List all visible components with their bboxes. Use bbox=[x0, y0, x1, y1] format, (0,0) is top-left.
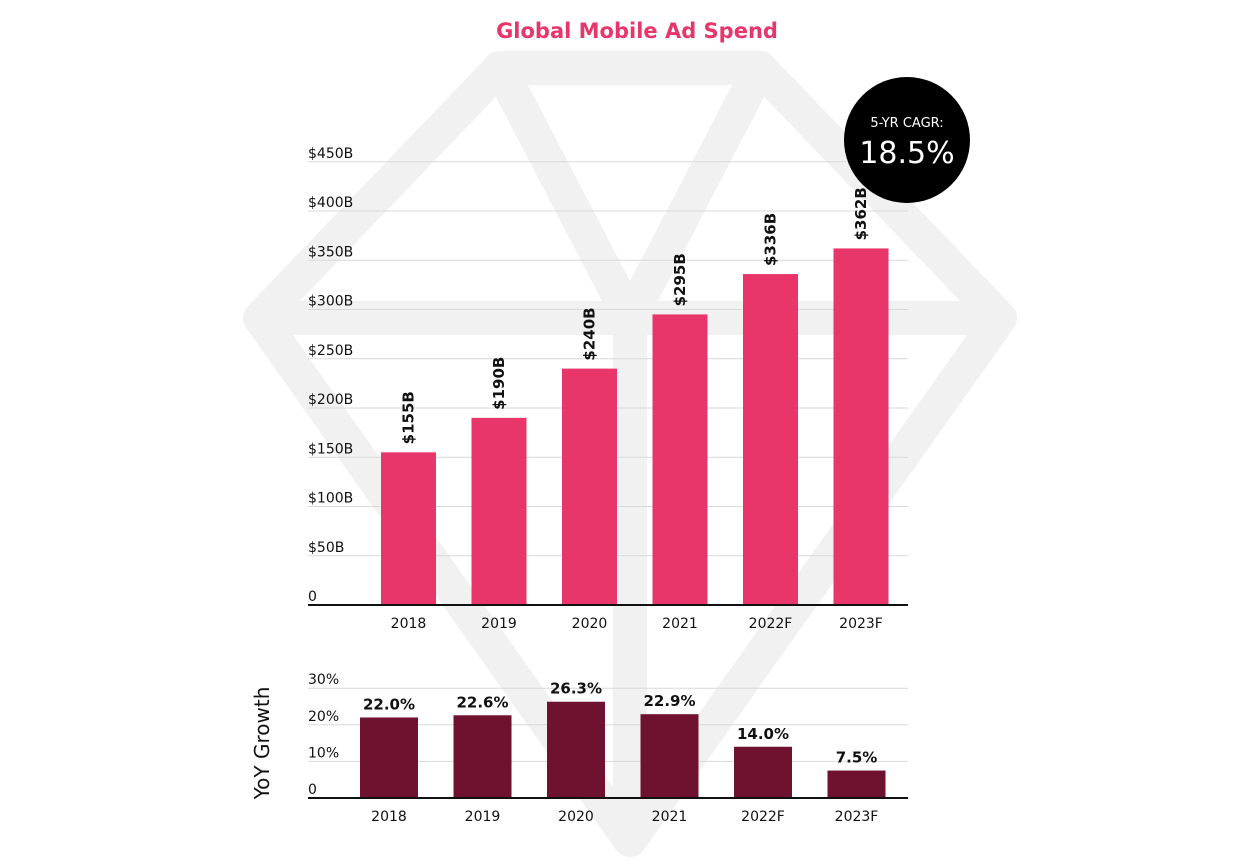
x-tick-label: 2020 bbox=[558, 809, 594, 825]
y-tick-label: 30% bbox=[308, 672, 339, 688]
data-label: 26.3% bbox=[550, 680, 602, 698]
data-label: 7.5% bbox=[836, 749, 878, 767]
bar bbox=[640, 714, 699, 798]
main-bar-chart: 0 $50B $100B $150B $200B $250B $300B $350B $400B… bbox=[308, 146, 908, 632]
y-tick-label: $50B bbox=[308, 540, 344, 556]
y-tick-label: $150B bbox=[308, 441, 353, 457]
chart-title: Global Mobile Ad Spend bbox=[496, 19, 778, 43]
data-label: 22.0% bbox=[363, 695, 415, 713]
bar bbox=[471, 417, 527, 605]
x-tick-label: 2019 bbox=[465, 809, 501, 825]
data-label: $240B bbox=[581, 307, 599, 360]
x-tick-label: 2020 bbox=[572, 616, 608, 632]
y-tick-label: $300B bbox=[308, 294, 353, 310]
data-label: 22.6% bbox=[456, 693, 508, 711]
bar bbox=[453, 715, 512, 798]
x-tick-label: 2019 bbox=[481, 616, 517, 632]
x-tick-label: 2018 bbox=[391, 616, 427, 632]
y-tick-label: $250B bbox=[308, 343, 353, 359]
data-label: $155B bbox=[400, 391, 418, 444]
bar bbox=[360, 717, 418, 798]
y-tick-label: $200B bbox=[308, 392, 353, 408]
x-tick-label: 2018 bbox=[371, 809, 407, 825]
watermark-outer-shape bbox=[243, 51, 1017, 857]
cagr-label: 5-YR CAGR: bbox=[870, 116, 943, 131]
y-tick-label: $100B bbox=[308, 491, 353, 507]
x-tick-label: 2023F bbox=[835, 809, 879, 825]
x-tick-label: 2022F bbox=[749, 616, 793, 632]
y-tick-label: 10% bbox=[308, 745, 339, 761]
bar bbox=[562, 368, 617, 605]
data-label: 14.0% bbox=[737, 725, 789, 743]
bar bbox=[547, 701, 605, 798]
x-tick-label: 2023F bbox=[839, 616, 883, 632]
cagr-badge-circle bbox=[844, 77, 970, 203]
y-tick-label: $350B bbox=[308, 244, 353, 260]
data-label: $190B bbox=[490, 357, 508, 410]
growth-y-axis-label: YoY Growth bbox=[250, 687, 274, 801]
y-tick-label: 20% bbox=[308, 709, 339, 725]
x-tick-label: 2021 bbox=[662, 616, 698, 632]
y-tick-label: $400B bbox=[308, 195, 353, 211]
bar bbox=[734, 746, 792, 798]
bar bbox=[381, 452, 436, 605]
bar bbox=[743, 274, 798, 605]
cagr-value: 18.5% bbox=[859, 136, 954, 171]
x-tick-label: 2022F bbox=[741, 809, 785, 825]
data-label: $295B bbox=[671, 253, 689, 306]
data-label: $336B bbox=[762, 213, 780, 266]
y-tick-label: 0 bbox=[308, 589, 317, 605]
y-tick-label: 0 bbox=[308, 782, 317, 798]
x-tick-label: 2021 bbox=[652, 809, 688, 825]
cagr-badge: 5-YR CAGR: 18.5% bbox=[844, 77, 970, 203]
bar bbox=[652, 314, 708, 605]
bar bbox=[827, 770, 886, 798]
watermark-crown-line bbox=[484, 60, 776, 335]
bar bbox=[833, 248, 889, 605]
data-label: $362B bbox=[852, 187, 870, 240]
data-label: 22.9% bbox=[643, 692, 695, 710]
growth-bar-chart: 0 10% 20% 30% 22.0% 2018 22.6% 2019 26.3% 2020 22.… bbox=[308, 672, 908, 825]
y-tick-label: $450B bbox=[308, 146, 353, 162]
